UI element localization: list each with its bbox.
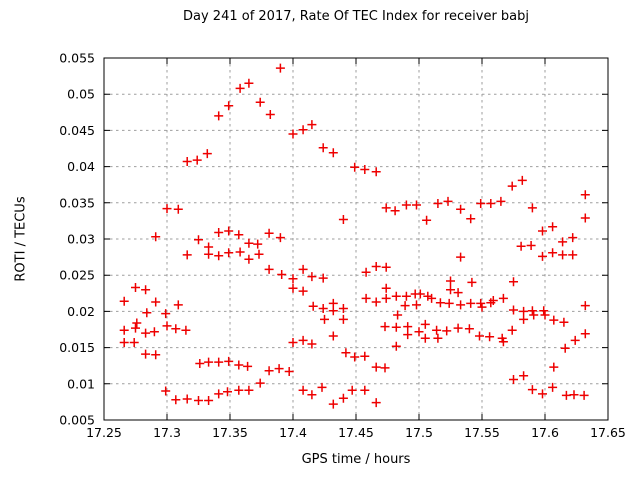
- svg-text:0.015: 0.015: [59, 340, 95, 355]
- tick-labels: 17.25 17.3 17.35 17.4 17.45 17.5 17.55 17.6 17.6…: [59, 51, 626, 441]
- grid-lines: [104, 58, 608, 420]
- svg-text:17.45: 17.45: [338, 425, 374, 440]
- data-points: [119, 63, 590, 409]
- svg-text:0.04: 0.04: [67, 159, 95, 174]
- svg-text:0.05: 0.05: [67, 87, 95, 102]
- svg-text:17.4: 17.4: [279, 425, 307, 440]
- svg-text:0.055: 0.055: [59, 51, 95, 66]
- x-axis-label: GPS time / hours: [301, 452, 411, 467]
- svg-text:0.005: 0.005: [59, 413, 95, 428]
- svg-text:17.6: 17.6: [531, 425, 559, 440]
- svg-text:17.55: 17.55: [464, 425, 500, 440]
- svg-text:0.035: 0.035: [59, 195, 95, 210]
- svg-text:0.02: 0.02: [67, 304, 95, 319]
- y-axis-label-text: ROTI / TECUs: [13, 196, 29, 282]
- plot-border: [103, 57, 609, 421]
- svg-text:17.35: 17.35: [212, 425, 248, 440]
- svg-text:0.01: 0.01: [67, 376, 95, 391]
- svg-text:0.03: 0.03: [67, 232, 95, 247]
- svg-text:17.25: 17.25: [86, 425, 122, 440]
- chart-title: Day 241 of 2017, Rate Of TEC Index for r…: [183, 9, 529, 24]
- svg-text:0.045: 0.045: [59, 123, 95, 138]
- svg-text:17.3: 17.3: [153, 425, 181, 440]
- svg-text:17.5: 17.5: [405, 425, 433, 440]
- svg-text:17.65: 17.65: [590, 425, 626, 440]
- svg-text:0.025: 0.025: [59, 268, 95, 283]
